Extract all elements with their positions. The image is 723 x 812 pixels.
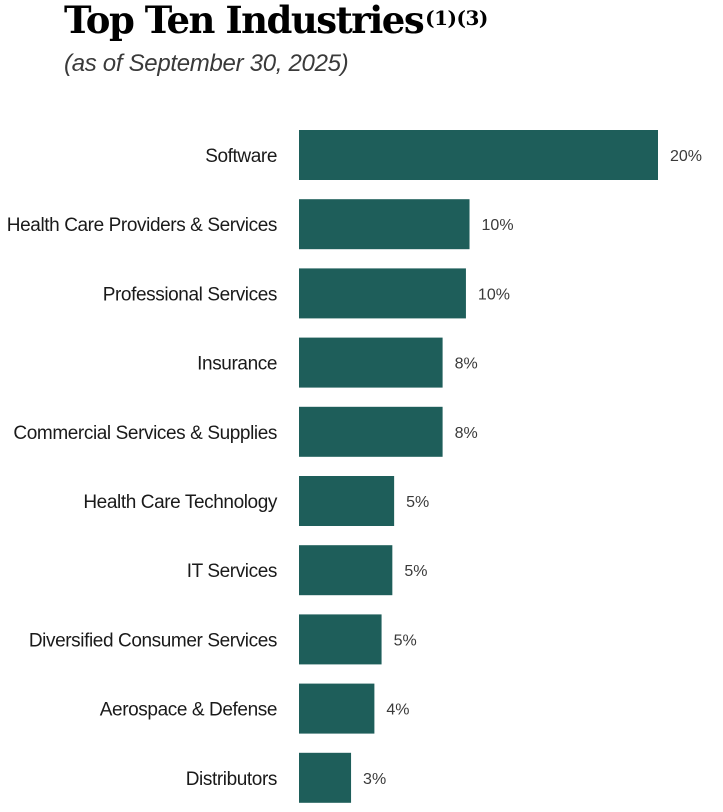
bar-health-care-technology xyxy=(299,476,395,526)
category-label-health-care-technology: Health Care Technology xyxy=(83,492,278,513)
category-label-insurance: Insurance xyxy=(197,354,277,375)
value-label-insurance: 8% xyxy=(455,356,478,373)
bar-health-care-providers-services xyxy=(299,199,470,250)
chart-subtitle: (as of September 30, 2025) xyxy=(64,50,349,77)
bar-professional-services xyxy=(299,268,466,319)
value-label-professional-services: 10% xyxy=(478,286,510,303)
chart-title-text: Top Ten Industries xyxy=(64,0,425,42)
category-label-software: Software xyxy=(205,146,277,167)
value-label-health-care-technology: 5% xyxy=(406,494,429,511)
chart-title: Top Ten Industries (1)(3) xyxy=(64,0,488,40)
bar-insurance xyxy=(299,337,443,388)
bar-commercial-services-supplies xyxy=(299,406,443,457)
value-label-distributors: 3% xyxy=(363,771,386,788)
value-label-commercial-services-supplies: 8% xyxy=(455,425,478,442)
category-label-distributors: Distributors xyxy=(186,769,277,790)
title-footnotes: (1)(3) xyxy=(425,6,488,30)
value-label-software: 20% xyxy=(670,148,702,165)
category-label-it-services: IT Services xyxy=(187,561,277,582)
category-label-diversified-consumer-services: Diversified Consumer Services xyxy=(29,630,277,651)
value-label-diversified-consumer-services: 5% xyxy=(394,632,417,649)
bar-distributors xyxy=(299,752,352,803)
category-label-professional-services: Professional Services xyxy=(103,284,277,305)
bar-it-services xyxy=(299,545,393,596)
bar-aerospace-defense xyxy=(299,683,375,734)
value-label-health-care-providers-services: 10% xyxy=(482,217,514,234)
bar-diversified-consumer-services xyxy=(299,614,382,665)
category-label-commercial-services-supplies: Commercial Services & Supplies xyxy=(13,423,277,444)
category-label-aerospace-defense: Aerospace & Defense xyxy=(100,700,277,721)
category-label-health-care-providers-services: Health Care Providers & Services xyxy=(7,215,277,236)
value-label-it-services: 5% xyxy=(404,563,427,580)
bar-software xyxy=(299,130,658,180)
value-label-aerospace-defense: 4% xyxy=(386,702,409,719)
